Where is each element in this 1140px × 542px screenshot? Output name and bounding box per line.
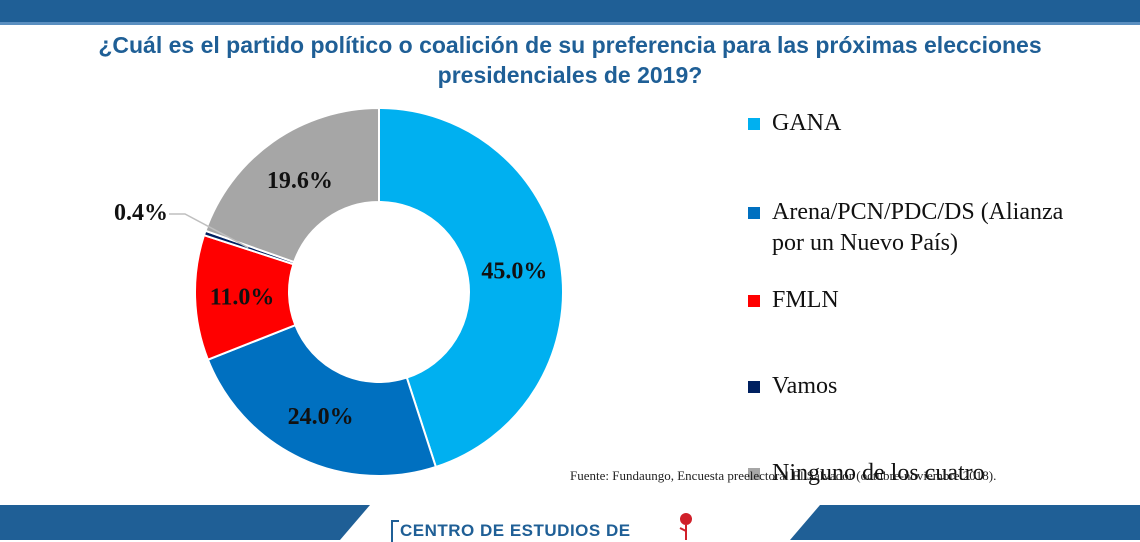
legend-label-arena-line-2: por un Nuevo País) (772, 230, 958, 256)
legend-item-fmln: FMLN (748, 285, 839, 316)
logo-bracket-icon (391, 520, 399, 542)
source-note: Fuente: Fundaungo, Encuesta preelectoral… (570, 468, 997, 483)
data-label-fmln: 11.0% (210, 284, 275, 310)
legend-item-ninguno: Ninguno de los cuatro (748, 458, 985, 489)
leader-line-vamos (169, 213, 249, 249)
legend-label-arena: Arena/PCN/PDC/DS (Alianza por un Nuevo P… (772, 197, 1063, 259)
footer-logo-area (340, 505, 820, 540)
data-labels: 45.0% 24.0% 11.0% 0.4% 19.6% (114, 168, 547, 430)
legend-label-gana: GANA (772, 110, 842, 136)
chart-title-line-1: ¿Cuál es el partido político o coalición… (98, 32, 1042, 58)
chart-title: ¿Cuál es el partido político o coalición… (40, 30, 1100, 90)
legend-swatch-vamos (748, 381, 760, 393)
legend-label-ninguno: Ninguno de los cuatro (772, 460, 985, 486)
data-label-ninguno: 19.6% (267, 168, 333, 194)
data-label-gana: 45.0% (481, 259, 547, 285)
footer-logo-text: CENTRO DE ESTUDIOS DE (400, 521, 631, 540)
legend-item-vamos: Vamos (748, 371, 837, 402)
slice-gana (378, 106, 564, 469)
donut-slices (194, 106, 564, 477)
legend-swatch-fmln (748, 295, 760, 307)
legend-item-arena: Arena/PCN/PDC/DS (Alianza por un Nuevo P… (748, 197, 1063, 259)
data-label-vamos: 0.4% (114, 200, 168, 226)
top-banner-accent (0, 22, 1140, 25)
label-leader-lines (169, 213, 249, 249)
data-label-arena: 24.0% (288, 404, 354, 430)
legend-label-arena-line-1: Arena/PCN/PDC/DS (Alianza (772, 199, 1064, 225)
legend-item-gana: GANA (748, 108, 841, 139)
chart-title-line-2: presidenciales de 2019? (437, 62, 703, 88)
legend-label-vamos: Vamos (772, 373, 838, 399)
legend-swatch-arena (748, 207, 760, 219)
legend-swatch-gana (748, 118, 760, 130)
top-banner (0, 0, 1140, 22)
slice-arena (206, 323, 438, 477)
legend-label-fmln: FMLN (772, 287, 839, 313)
legend-swatch-ninguno (748, 468, 760, 480)
slice-ninguno (204, 106, 380, 264)
rose-icon (679, 513, 692, 540)
